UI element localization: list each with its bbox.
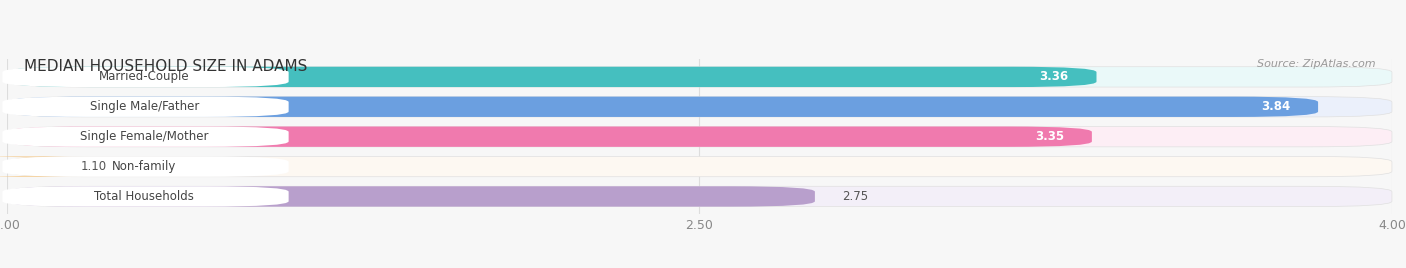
- Text: 3.84: 3.84: [1261, 100, 1291, 113]
- FancyBboxPatch shape: [3, 97, 288, 117]
- Text: Single Male/Father: Single Male/Father: [90, 100, 200, 113]
- FancyBboxPatch shape: [3, 157, 288, 177]
- FancyBboxPatch shape: [7, 186, 1392, 207]
- Text: Married-Couple: Married-Couple: [98, 70, 190, 83]
- Text: 3.35: 3.35: [1035, 130, 1064, 143]
- FancyBboxPatch shape: [3, 126, 288, 147]
- FancyBboxPatch shape: [3, 67, 288, 87]
- FancyBboxPatch shape: [0, 157, 90, 177]
- Text: Single Female/Mother: Single Female/Mother: [80, 130, 208, 143]
- Text: 2.75: 2.75: [842, 190, 869, 203]
- FancyBboxPatch shape: [7, 97, 1392, 117]
- FancyBboxPatch shape: [7, 97, 1317, 117]
- FancyBboxPatch shape: [3, 186, 288, 207]
- FancyBboxPatch shape: [7, 186, 815, 207]
- Text: Source: ZipAtlas.com: Source: ZipAtlas.com: [1257, 59, 1375, 69]
- FancyBboxPatch shape: [7, 67, 1097, 87]
- FancyBboxPatch shape: [7, 126, 1092, 147]
- Text: 1.10: 1.10: [82, 160, 107, 173]
- Text: Total Households: Total Households: [94, 190, 194, 203]
- Text: MEDIAN HOUSEHOLD SIZE IN ADAMS: MEDIAN HOUSEHOLD SIZE IN ADAMS: [24, 59, 307, 74]
- FancyBboxPatch shape: [7, 67, 1392, 87]
- Text: Non-family: Non-family: [112, 160, 177, 173]
- FancyBboxPatch shape: [7, 126, 1392, 147]
- Text: 3.36: 3.36: [1039, 70, 1069, 83]
- FancyBboxPatch shape: [7, 157, 1392, 177]
